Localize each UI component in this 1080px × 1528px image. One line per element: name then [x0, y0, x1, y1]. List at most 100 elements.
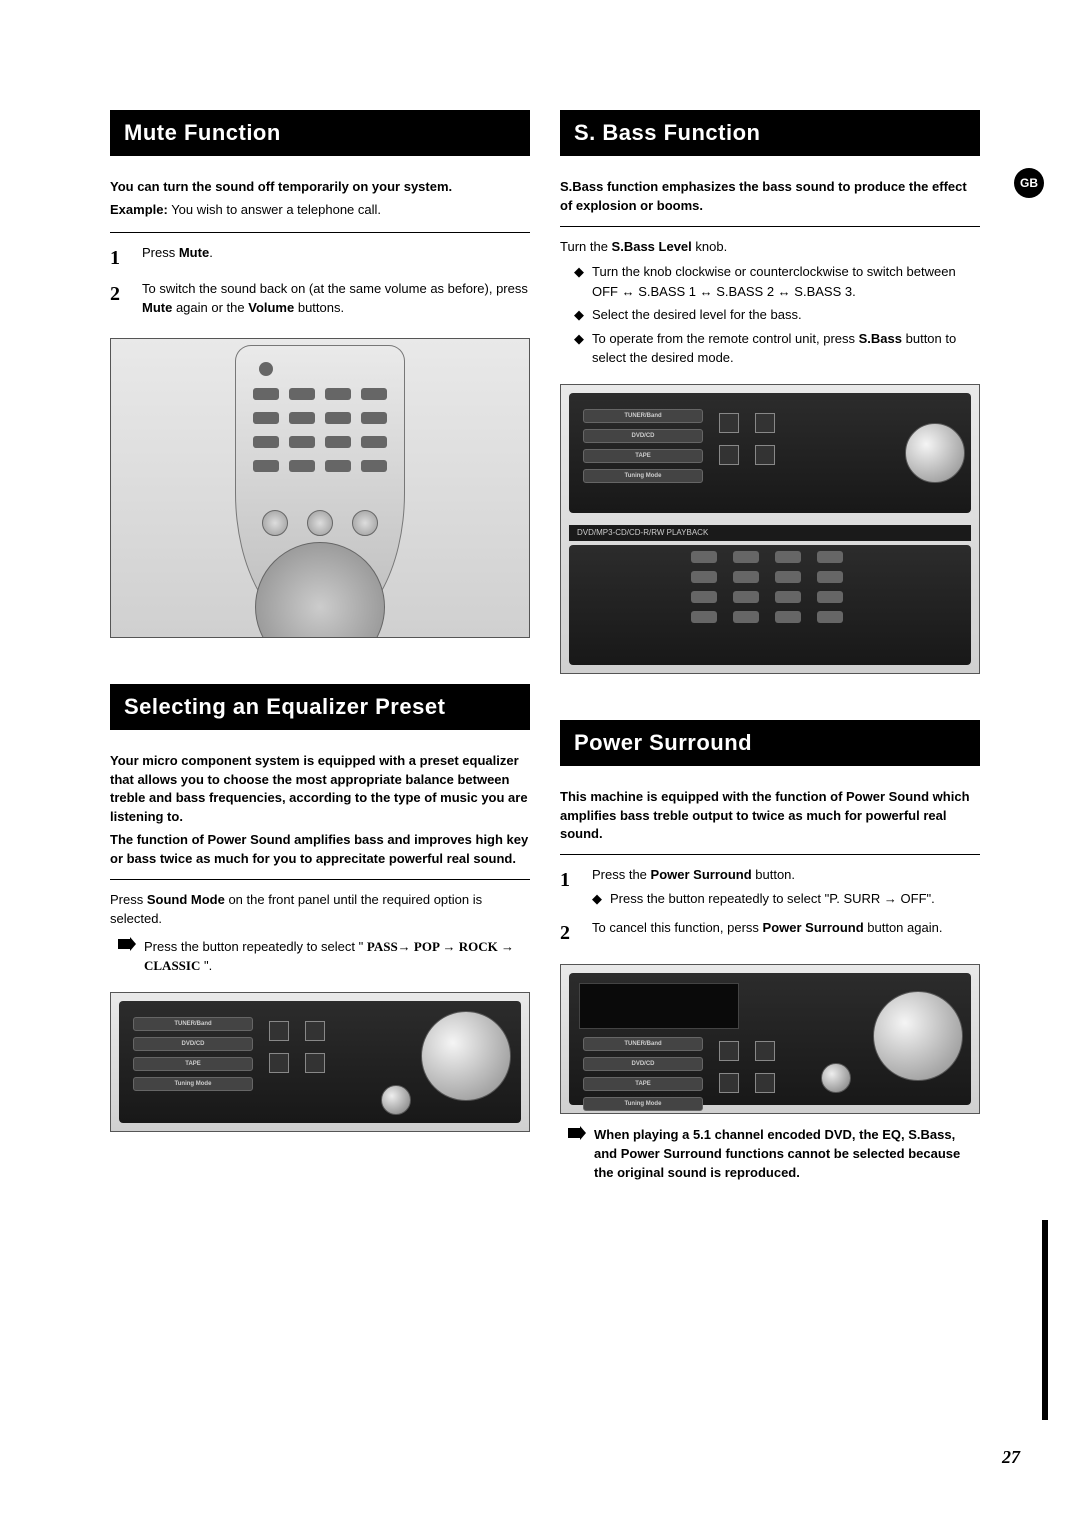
panel-pill: Tuning Mode	[133, 1077, 253, 1091]
remote-btn	[361, 436, 387, 448]
panel-pill: TUNER/Band	[583, 1037, 703, 1051]
remote-btn	[817, 551, 843, 563]
remote-btn	[289, 436, 315, 448]
sbass-intro: S.Bass function emphasizes the bass soun…	[560, 178, 980, 216]
sbass-bullet-3: ◆ To operate from the remote control uni…	[574, 329, 980, 368]
text: button again.	[864, 920, 943, 935]
panel-square-buttons	[719, 413, 779, 465]
text: knob.	[692, 239, 727, 254]
psurr-section-title: Power Surround	[560, 720, 980, 766]
front-panel-figure-psurr: TUNER/Band DVD/CD TAPE Tuning Mode	[560, 964, 980, 1114]
remote-btn	[733, 591, 759, 603]
remote-btn	[775, 571, 801, 583]
panel-pill: TAPE	[583, 1077, 703, 1091]
bullet-text: Turn the knob clockwise or counterclockw…	[592, 262, 980, 301]
remote-btn	[253, 436, 279, 448]
remote-btn	[733, 551, 759, 563]
example-label: Example:	[110, 202, 168, 217]
divider	[110, 879, 530, 880]
mute-step-1: 1 Press Mute.	[110, 243, 530, 273]
remote-btn	[253, 460, 279, 472]
remote-control-figure	[110, 338, 530, 638]
volume-knob-icon	[873, 991, 963, 1081]
text-bold: S.Bass	[859, 331, 902, 346]
two-column-layout: Mute Function You can turn the sound off…	[110, 110, 980, 1191]
panel-pill: TUNER/Band	[133, 1017, 253, 1031]
remote-btn	[325, 460, 351, 472]
remote-btn	[361, 412, 387, 424]
remote-btn	[691, 611, 717, 623]
remote-btn	[361, 388, 387, 400]
power-icon	[259, 362, 273, 376]
remote-btn	[361, 460, 387, 472]
small-knob-icon	[381, 1085, 411, 1115]
panel-lower-remote	[569, 545, 971, 665]
divider	[560, 226, 980, 227]
panel-sq-btn	[269, 1053, 289, 1073]
panel-sq-btn	[719, 1041, 739, 1061]
psurr-step-2: 2 To cancel this function, perss Power S…	[560, 918, 980, 948]
psurr-substep: ◆ Press the button repeatedly to select …	[592, 889, 980, 909]
diamond-icon: ◆	[592, 889, 602, 909]
text-bold: Mute	[179, 245, 209, 260]
text: Press	[110, 892, 147, 907]
step-body: Press the Power Surround button. ◆ Press…	[592, 865, 980, 912]
mute-intro-example: Example: You wish to answer a telephone …	[110, 201, 530, 220]
panel-square-buttons	[269, 1021, 329, 1073]
panel-sq-btn	[305, 1021, 325, 1041]
psurr-warning-note: When playing a 5.1 channel encoded DVD, …	[568, 1126, 980, 1183]
panel-pill: DVD/CD	[133, 1037, 253, 1051]
big-knob-icon	[421, 1011, 511, 1101]
note-text: When playing a 5.1 channel encoded DVD, …	[594, 1126, 980, 1183]
remote-btn	[691, 571, 717, 583]
panel-square-buttons	[719, 1041, 779, 1093]
gb-badge: GB	[1014, 168, 1044, 198]
text-bold: Power Surround	[763, 920, 864, 935]
panel-button-column: TUNER/Band DVD/CD TAPE Tuning Mode	[133, 1017, 253, 1097]
playback-strip: DVD/MP3-CD/CD-R/RW PLAYBACK	[569, 525, 971, 541]
step-number: 1	[560, 865, 582, 912]
remote-btn	[817, 571, 843, 583]
text-bold: S.Bass Level	[612, 239, 692, 254]
step-number: 2	[110, 279, 132, 318]
text: button.	[752, 867, 795, 882]
remote-btn	[817, 611, 843, 623]
text-bold: Volume	[248, 300, 294, 315]
remote-btn	[325, 388, 351, 400]
psurr-step-1: 1 Press the Power Surround button. ◆ Pre…	[560, 865, 980, 912]
sbass-knob-icon	[905, 423, 965, 483]
panel-button-column: TUNER/Band DVD/CD TAPE Tuning Mode	[583, 1037, 703, 1114]
text-bold: Power Surround	[651, 867, 752, 882]
mute-intro-bold: You can turn the sound off temporarily o…	[110, 178, 530, 197]
eq-note: Press the button repeatedly to select " …	[118, 937, 530, 976]
right-column: S. Bass Function S.Bass function emphasi…	[560, 110, 980, 1191]
panel-sq-btn	[719, 413, 739, 433]
text-bold: Mute	[142, 300, 172, 315]
panel-sq-btn	[269, 1021, 289, 1041]
eq-section-title: Selecting an Equalizer Preset	[110, 684, 530, 730]
remote-btn	[775, 551, 801, 563]
psurr-intro: This machine is equipped with the functi…	[560, 788, 980, 845]
panel-sq-btn	[755, 445, 775, 465]
panel-sq-btn	[719, 445, 739, 465]
diamond-icon: ◆	[574, 329, 584, 368]
eq-intro-2: The function of Power Sound amplifies ba…	[110, 831, 530, 869]
side-tab-bar	[1042, 1220, 1048, 1420]
text: Press the button repeatedly to select "P…	[610, 889, 935, 909]
next-icon	[352, 510, 378, 536]
remote-btn	[733, 571, 759, 583]
text: To cancel this function, perss	[592, 920, 763, 935]
eject-icon	[307, 510, 333, 536]
remote-btn	[775, 591, 801, 603]
text: .	[209, 245, 213, 260]
pointer-icon	[118, 937, 136, 976]
pointer-icon	[568, 1126, 586, 1183]
manual-page: Mute Function You can turn the sound off…	[0, 0, 1080, 1251]
text: Turn the	[560, 239, 612, 254]
panel-pill: Tuning Mode	[583, 1097, 703, 1111]
sbass-turn-line: Turn the S.Bass Level knob.	[560, 237, 980, 257]
panel-pill: TAPE	[133, 1057, 253, 1071]
remote-btn	[691, 551, 717, 563]
remote-button-grid	[691, 551, 849, 623]
panel-upper: TUNER/Band DVD/CD TAPE Tuning Mode	[569, 393, 971, 513]
